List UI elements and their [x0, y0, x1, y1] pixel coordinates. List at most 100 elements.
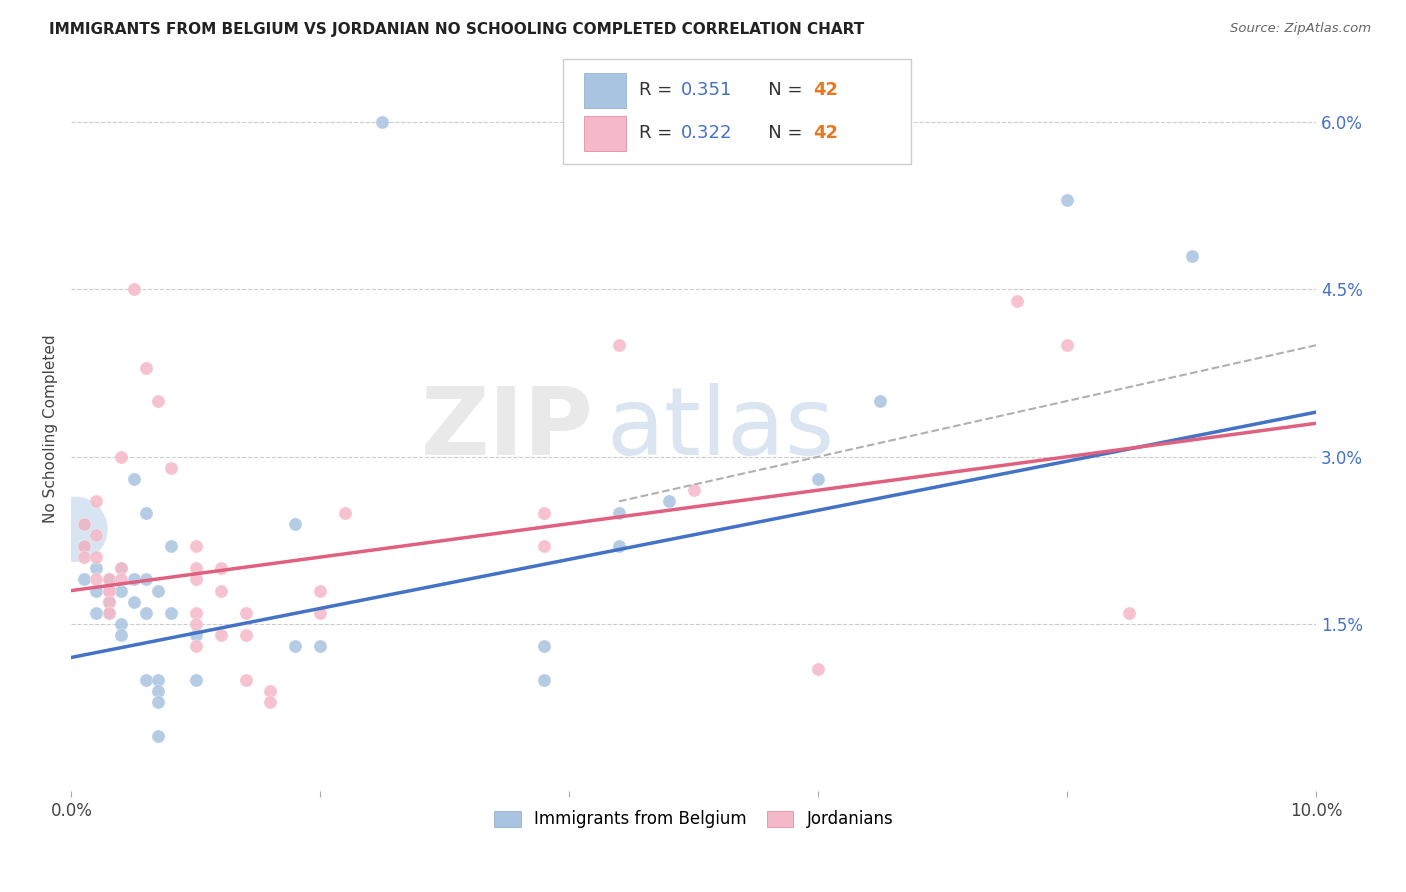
Point: [148, 684, 170, 698]
Legend: Immigrants from Belgium, Jordanians: Immigrants from Belgium, Jordanians: [488, 804, 900, 835]
Point: [184, 573, 207, 587]
Point: [209, 628, 232, 642]
Point: [110, 561, 132, 575]
Point: [97, 573, 120, 587]
Point: [73, 516, 96, 531]
Point: [1056, 338, 1078, 352]
Point: [110, 617, 132, 632]
Point: [235, 673, 257, 687]
Point: [135, 360, 157, 375]
Point: [869, 394, 891, 409]
Point: [235, 606, 257, 620]
Point: [97, 606, 120, 620]
Point: [122, 573, 145, 587]
Point: [807, 662, 830, 676]
Point: [533, 640, 555, 654]
Point: [135, 573, 157, 587]
Point: [97, 583, 120, 598]
Text: atlas: atlas: [606, 383, 835, 475]
Point: [235, 628, 257, 642]
Point: [84, 606, 107, 620]
Point: [184, 539, 207, 553]
Point: [97, 595, 120, 609]
Point: [184, 640, 207, 654]
Point: [284, 640, 307, 654]
Point: [122, 472, 145, 486]
Point: [284, 516, 307, 531]
Point: [84, 494, 107, 508]
Point: [97, 595, 120, 609]
Point: [148, 673, 170, 687]
Point: [97, 583, 120, 598]
Point: [259, 695, 281, 709]
Point: [209, 583, 232, 598]
Point: [135, 606, 157, 620]
Point: [122, 595, 145, 609]
Point: [122, 283, 145, 297]
Point: [160, 539, 183, 553]
Point: [807, 472, 830, 486]
Text: R =: R =: [638, 81, 678, 99]
Point: [84, 528, 107, 542]
Point: [110, 583, 132, 598]
Point: [148, 695, 170, 709]
Point: [73, 539, 96, 553]
Point: [160, 606, 183, 620]
FancyBboxPatch shape: [583, 116, 627, 151]
Point: [1056, 194, 1078, 208]
Point: [135, 506, 157, 520]
Point: [682, 483, 704, 498]
Point: [1180, 249, 1202, 263]
Point: [148, 729, 170, 743]
Text: Source: ZipAtlas.com: Source: ZipAtlas.com: [1230, 22, 1371, 36]
Point: [110, 628, 132, 642]
Point: [184, 628, 207, 642]
Text: 42: 42: [813, 81, 838, 99]
Point: [73, 573, 96, 587]
Point: [135, 673, 157, 687]
Point: [110, 573, 132, 587]
Point: [148, 394, 170, 409]
Point: [607, 539, 630, 553]
Point: [160, 461, 183, 475]
Point: [309, 606, 332, 620]
Text: N =: N =: [751, 124, 808, 143]
Point: [184, 606, 207, 620]
Point: [73, 550, 96, 565]
FancyBboxPatch shape: [583, 73, 627, 108]
Point: [309, 583, 332, 598]
Point: [84, 573, 107, 587]
Point: [184, 561, 207, 575]
Point: [63, 522, 86, 536]
Point: [110, 561, 132, 575]
Point: [148, 583, 170, 598]
Point: [73, 539, 96, 553]
Text: IMMIGRANTS FROM BELGIUM VS JORDANIAN NO SCHOOLING COMPLETED CORRELATION CHART: IMMIGRANTS FROM BELGIUM VS JORDANIAN NO …: [49, 22, 865, 37]
Text: 0.351: 0.351: [682, 81, 733, 99]
Point: [84, 550, 107, 565]
Point: [1007, 293, 1029, 308]
Point: [309, 640, 332, 654]
Point: [371, 115, 394, 129]
Text: ZIP: ZIP: [422, 383, 595, 475]
Point: [110, 450, 132, 464]
Point: [333, 506, 356, 520]
Point: [607, 338, 630, 352]
Point: [658, 494, 681, 508]
Point: [184, 673, 207, 687]
Point: [84, 583, 107, 598]
Point: [73, 516, 96, 531]
Point: [1118, 606, 1140, 620]
Text: N =: N =: [751, 81, 808, 99]
Point: [533, 539, 555, 553]
Point: [533, 673, 555, 687]
Point: [607, 506, 630, 520]
Point: [259, 684, 281, 698]
Point: [97, 606, 120, 620]
Point: [184, 617, 207, 632]
Y-axis label: No Schooling Completed: No Schooling Completed: [44, 334, 58, 524]
FancyBboxPatch shape: [562, 59, 911, 164]
Point: [97, 573, 120, 587]
Point: [533, 506, 555, 520]
Text: 42: 42: [813, 124, 838, 143]
